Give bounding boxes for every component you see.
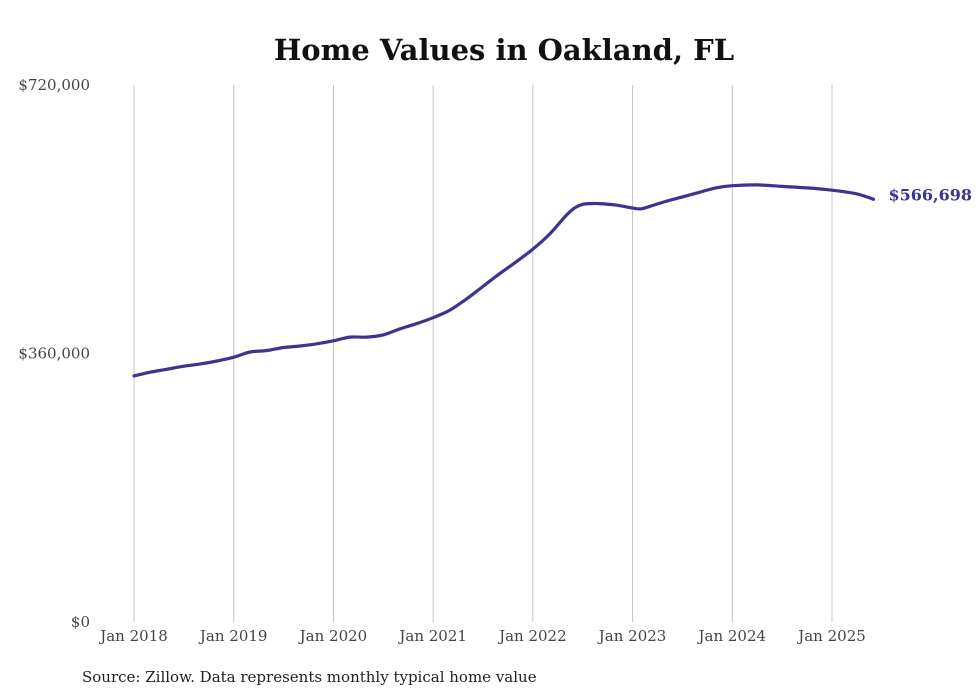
y-tick-label: $360,000 (18, 345, 90, 363)
x-axis-ticks: Jan 2018 Jan 2019 Jan 2020 Jan 2021 Jan 2022… (98, 627, 866, 645)
x-tick-label: Jan 2025 (796, 627, 866, 645)
y-tick-label: $0 (71, 613, 90, 631)
chart-title: Home Values in Oakland, FL (274, 33, 734, 67)
x-tick-label: Jan 2024 (697, 627, 767, 645)
y-tick-label: $720,000 (18, 76, 90, 94)
grid-lines (133, 85, 833, 622)
x-tick-label: Jan 2019 (198, 627, 268, 645)
x-tick-label: Jan 2021 (397, 627, 467, 645)
x-tick-label: Jan 2018 (98, 627, 168, 645)
x-tick-label: Jan 2022 (497, 627, 567, 645)
x-tick-label: Jan 2020 (298, 627, 368, 645)
y-axis-ticks: $720,000 $360,000 $0 (18, 76, 90, 631)
source-note: Source: Zillow. Data represents monthly … (82, 668, 537, 686)
home-value-line (132, 183, 876, 378)
end-value-label: $566,698 (889, 185, 973, 204)
x-tick-label: Jan 2023 (597, 627, 667, 645)
series-layer (132, 183, 876, 378)
